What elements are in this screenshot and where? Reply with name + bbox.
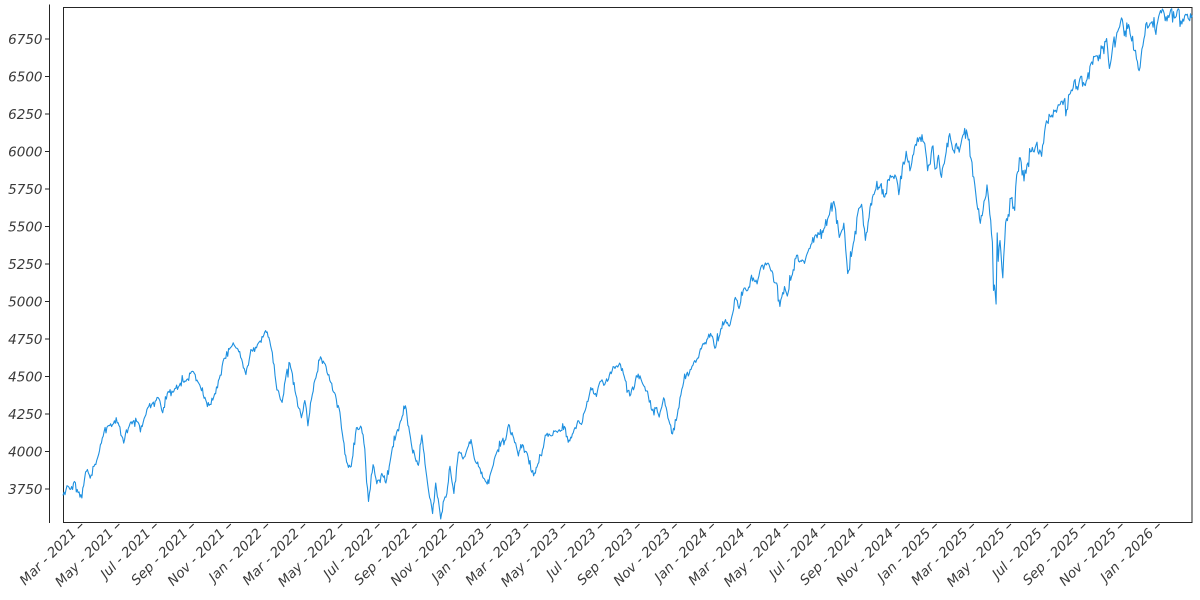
x-tick xyxy=(226,523,232,529)
x-tick xyxy=(671,523,677,529)
x-tick xyxy=(448,523,455,529)
x-tick xyxy=(523,523,529,529)
x-tick xyxy=(560,523,566,529)
x-tick xyxy=(300,523,306,529)
x-tick xyxy=(1043,523,1049,529)
x-tick xyxy=(857,523,863,529)
x-tick xyxy=(1080,523,1086,529)
x-tick xyxy=(746,523,752,529)
x-tick xyxy=(820,523,826,529)
x-tick xyxy=(188,523,195,529)
y-tick-label: 5250 xyxy=(8,257,42,273)
x-tick xyxy=(337,523,343,529)
x-tick xyxy=(597,523,603,529)
x-tick xyxy=(486,523,492,529)
y-tick-label: 4000 xyxy=(8,444,42,460)
price-series-line xyxy=(62,8,1193,520)
plot-border xyxy=(63,7,1193,523)
y-tick-label: 4750 xyxy=(8,332,42,348)
plot-frame xyxy=(63,7,1193,523)
x-tick xyxy=(931,523,938,529)
y-tick-label: 4500 xyxy=(8,369,42,385)
x-tick xyxy=(263,523,269,529)
x-tick xyxy=(411,523,417,529)
x-tick xyxy=(1006,523,1012,529)
x-tick xyxy=(708,523,715,529)
x-tick xyxy=(151,523,157,529)
x-tick xyxy=(374,523,380,529)
x-tick xyxy=(1154,523,1160,529)
y-tick-label: 6000 xyxy=(8,144,42,160)
y-tick-label: 6750 xyxy=(8,32,42,48)
x-tick xyxy=(1117,523,1123,529)
x-tick xyxy=(969,523,975,529)
y-tick-label: 6500 xyxy=(8,69,42,85)
x-tick xyxy=(77,523,83,529)
y-tick-label: 5750 xyxy=(8,182,42,198)
x-tick xyxy=(894,523,900,529)
x-tick xyxy=(634,523,640,529)
x-tick xyxy=(783,523,789,529)
y-tick-label: 5000 xyxy=(8,294,42,310)
y-tick-label: 3750 xyxy=(8,482,42,498)
y-tick-label: 4250 xyxy=(8,407,42,423)
x-tick xyxy=(114,523,120,529)
y-tick-label: 5500 xyxy=(8,219,42,235)
price-series xyxy=(62,8,1193,520)
y-tick-label: 6250 xyxy=(8,107,42,123)
y-axis: 3750 4000 4250 4500 4750 5000 5250 5500 5750 6000… xyxy=(8,4,50,523)
